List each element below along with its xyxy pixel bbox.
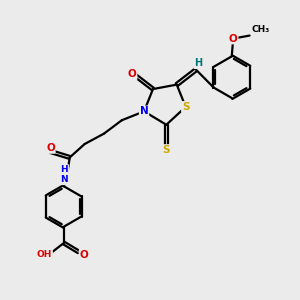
Text: O: O [46,143,55,153]
Text: O: O [229,34,238,44]
Text: S: S [163,145,170,155]
Text: H: H [194,58,202,68]
Text: O: O [80,250,88,260]
Text: S: S [182,102,189,112]
Text: O: O [128,69,136,79]
Text: CH₃: CH₃ [251,25,269,34]
Text: H
N: H N [61,165,68,184]
Text: OH: OH [37,250,52,260]
Text: N: N [140,106,148,116]
